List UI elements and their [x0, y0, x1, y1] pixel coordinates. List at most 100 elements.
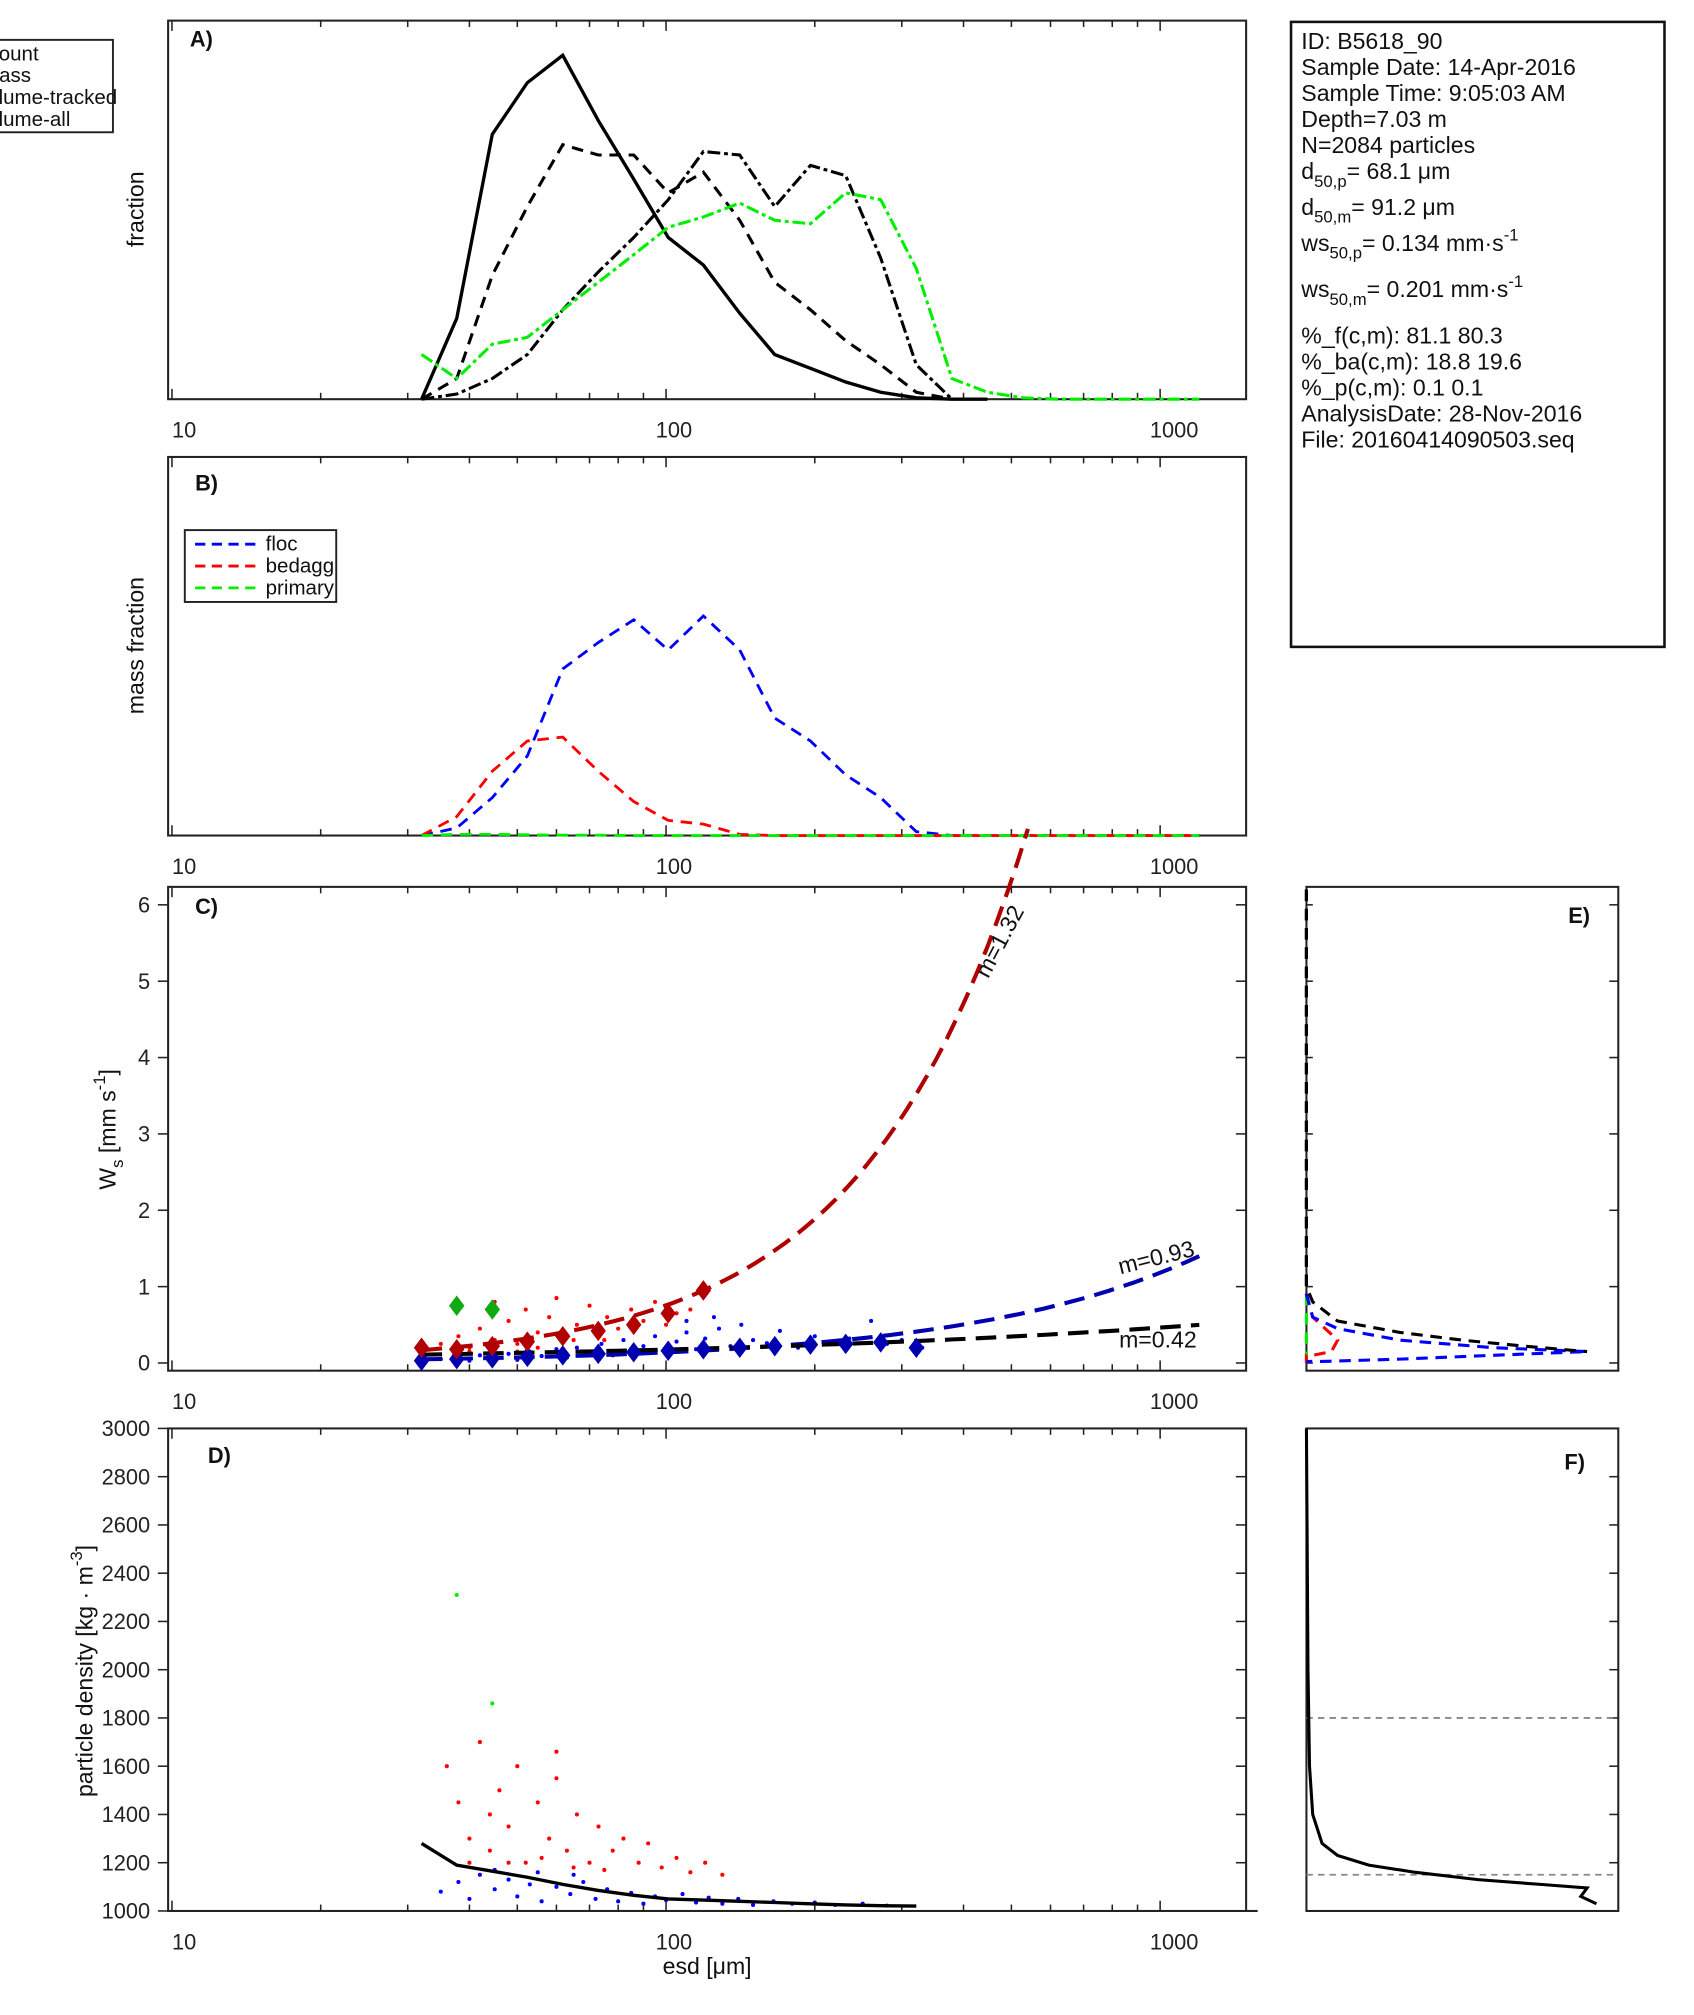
legend-floc: floc: [266, 533, 298, 556]
bedagg-point: [688, 1870, 693, 1875]
median-diamond: [590, 1320, 606, 1342]
info-line: File: 20160414090503.seq: [1301, 427, 1574, 453]
bedagg-point: [554, 1296, 559, 1301]
floc-point: [527, 1882, 532, 1887]
y-axis-label: Ws [mm s-1]: [90, 1069, 127, 1190]
bedagg-point: [587, 1303, 592, 1308]
bedagg-point: [587, 1860, 592, 1865]
e-series-bedagg: [1304, 889, 1340, 1363]
bedagg-point: [663, 1322, 669, 1327]
y-tick-label: 3: [138, 1122, 150, 1147]
legend-bedagg: bedagg: [266, 554, 334, 577]
floc-point: [739, 1322, 744, 1327]
series-bedagg: [420, 735, 1200, 837]
floc-point: [535, 1870, 540, 1875]
floc-point: [652, 1334, 658, 1339]
floc-point: [641, 1344, 646, 1349]
median-diamond: [413, 1337, 430, 1358]
bedagg-point: [688, 1307, 693, 1312]
median-diamond: [519, 1346, 536, 1368]
bedagg-point: [602, 1867, 607, 1873]
median-diamond: [519, 1331, 536, 1352]
median-diamond: [625, 1314, 642, 1336]
bedagg-point: [467, 1836, 472, 1841]
floc-point: [492, 1887, 497, 1892]
bedagg-point: [477, 1740, 482, 1745]
y-axis-label: mass fraction: [123, 577, 149, 714]
x-tick-label: 100: [656, 1389, 692, 1414]
floc-point: [581, 1879, 586, 1885]
bedagg-point: [487, 1812, 492, 1817]
bedagg-point: [506, 1824, 511, 1829]
bedagg-point: [574, 1812, 579, 1817]
y-tick-label: 2400: [102, 1561, 150, 1586]
median-diamond: [484, 1335, 501, 1357]
bedagg-point: [602, 1338, 607, 1343]
info-line: d50,m= 91.2 μm: [1301, 194, 1455, 227]
series-volume-tracked: [421, 149, 954, 401]
x-tick-label: 1000: [1150, 1929, 1199, 1954]
y-tick-label: 5: [138, 969, 150, 994]
median-diamond: [838, 1333, 854, 1355]
bedagg-point: [720, 1872, 725, 1877]
legend-count: count: [0, 42, 39, 65]
bedagg-point: [629, 1307, 634, 1312]
floc-point: [621, 1338, 626, 1343]
info-line: d50,p= 68.1 μm: [1301, 158, 1450, 191]
panel-label: D): [208, 1443, 231, 1468]
legend-a: count mass volume-tracked volume-all: [0, 38, 117, 134]
bedagg-point: [610, 1848, 615, 1853]
series-volume-all: [420, 191, 1200, 401]
floc-point: [680, 1892, 685, 1897]
legend-volume-all: volume-all: [0, 108, 70, 131]
bedagg-point: [659, 1865, 664, 1870]
median-diamond: [695, 1280, 712, 1301]
panel-f-axes: [1305, 1427, 1620, 1912]
floc-point: [812, 1334, 817, 1339]
panel-label: F): [1564, 1450, 1585, 1475]
floc-point: [751, 1338, 756, 1343]
bedagg-point: [574, 1322, 579, 1327]
floc-point: [641, 1901, 646, 1906]
floc-point: [869, 1318, 874, 1324]
floc-point: [751, 1902, 756, 1907]
floc-point: [711, 1315, 716, 1320]
panel-label: C): [195, 894, 218, 919]
bedagg-point: [547, 1315, 552, 1320]
floc-point: [506, 1351, 511, 1356]
fit-label: m=0.42: [1119, 1327, 1197, 1353]
y-axis-label: fraction: [123, 171, 149, 247]
bedagg-point: [456, 1800, 461, 1805]
floc-point: [571, 1872, 576, 1877]
x-tick-label: 10: [172, 1389, 196, 1414]
bedagg-point: [571, 1865, 576, 1870]
info-line: Sample Time: 9:05:03 AM: [1301, 80, 1565, 106]
x-tick-label: 10: [172, 854, 196, 879]
bedagg-point: [571, 1338, 576, 1343]
x-tick-label: 1000: [1150, 854, 1199, 879]
bedagg-point: [641, 1318, 646, 1324]
bedagg-point: [477, 1326, 482, 1331]
bedagg-point: [467, 1860, 472, 1865]
bedagg-point: [523, 1860, 528, 1865]
primary-point: [490, 1701, 495, 1706]
bedagg-point: [535, 1330, 540, 1335]
info-line: ID: B5618_90: [1301, 28, 1442, 54]
floc-point: [716, 1326, 722, 1331]
y-tick-label: 2: [138, 1198, 150, 1223]
info-line: Sample Date: 14-Apr-2016: [1301, 54, 1576, 80]
floc-point: [764, 1341, 769, 1346]
bedagg-point: [497, 1788, 502, 1793]
y-tick-label: 1: [138, 1274, 150, 1299]
x-tick-label: 1000: [1150, 1389, 1199, 1414]
floc-point: [539, 1354, 544, 1359]
bedagg-point: [674, 1855, 679, 1860]
floc-point: [506, 1877, 511, 1882]
info-line: %_f(c,m): 81.1 80.3: [1301, 322, 1502, 348]
series-floc: [421, 614, 1200, 837]
floc-point: [593, 1896, 598, 1901]
y-tick-label: 3000: [102, 1416, 150, 1441]
floc-point: [477, 1872, 482, 1877]
floc-point: [684, 1330, 689, 1335]
floc-point: [703, 1336, 708, 1341]
